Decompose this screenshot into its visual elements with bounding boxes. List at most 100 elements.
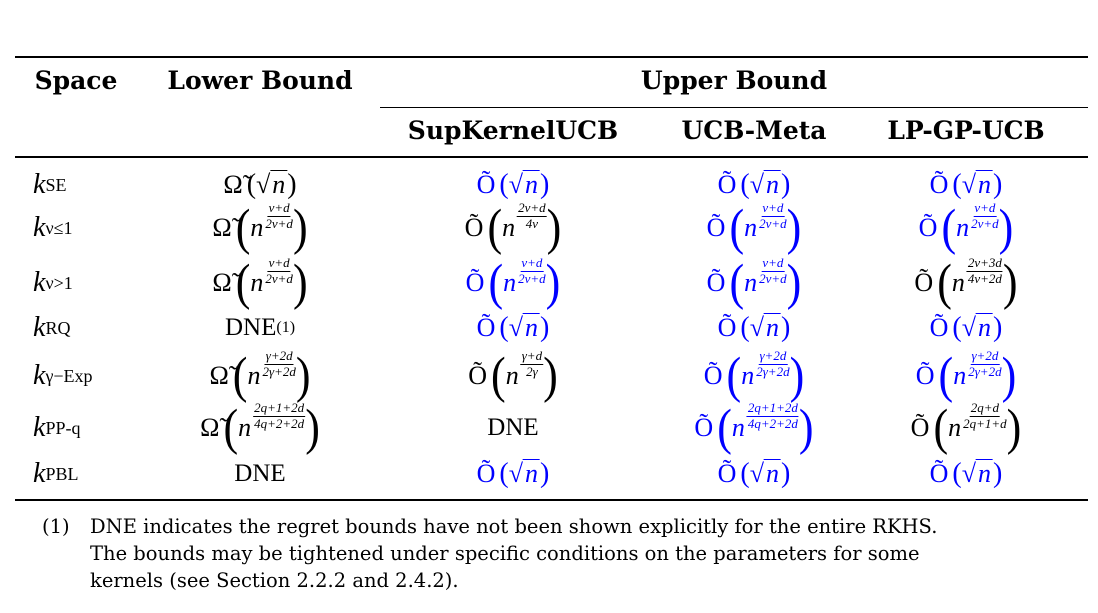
bound-cell: Õ(n ν+d 2ν+d) [706,199,802,256]
header-lower-bound: Lower Bound [167,66,353,95]
sqrt-expression: √ n [961,170,994,200]
power-base: n [948,413,962,442]
table-row: k ν>1 Ω̃(n ν+d 2ν+d) Õ(n ν+d 2ν+d) Õ(n ν+d 2ν+d) Õ(… [0,255,1098,308]
bound-cell: Õ(√ n) [717,169,791,200]
bound-cell: Õ(n γ+2d 2γ+2d) [915,347,1017,404]
order-symbol: Õ [717,170,737,199]
exponent-numerator: 2q+1+2d [746,400,799,417]
bound-cell: Ω̃(n ν+d 2ν+d) [212,199,308,256]
bound-cell: Õ(√ n) [929,169,1003,200]
power-base: n [247,361,261,390]
exponent-fraction: ν+d 2ν+d [265,200,293,231]
exponent-fraction: 2q+1+2d 4q+2+2d [746,400,799,431]
exponent-fraction: γ+2d 2γ+2d [968,348,1001,379]
exponent-fraction: γ+d 2γ [520,348,544,379]
power-base: n [744,213,758,242]
exponent-numerator: γ+2d [264,348,294,365]
table-row: k γ−Exp Ω̃(n γ+2d 2γ+2d) Õ(n γ+d 2γ) Õ(n γ+2d 2γ+2… [0,347,1098,404]
bound-cell: Õ(n ν+d 2ν+d) [918,199,1014,256]
exponent-denominator: 4q+2+2d [254,415,305,431]
exponent-denominator: 4ν+2d [967,270,1002,286]
footnote-line: The bounds may be tightened under specif… [90,542,920,565]
kernel-name: k SE [33,160,66,210]
exponent-fraction: ν+d 2ν+d [971,200,999,231]
power-base: n [953,361,967,390]
exponent-fraction: 2ν+3d 4ν+2d [966,255,1003,286]
kernel-symbol: k [33,169,46,200]
footnote-ref: (1) [276,319,296,336]
kernel-subscript: PBL [45,463,79,484]
power-base: n [250,213,264,242]
exponent-fraction: ν+d 2ν+d [759,255,787,286]
exponent-denominator: 2ν+d [265,270,293,286]
exponent-fraction: 2q+d 2q+1+d [963,400,1007,431]
order-symbol: Õ [703,361,723,390]
sqrt-expression: √ n [749,459,782,489]
exponent-denominator: 2ν+d [971,215,999,231]
table-row: k RQ DNE (1) Õ(√ n) Õ(√ n) Õ(√ n) [0,303,1098,353]
bound-cell: DNE [234,449,285,499]
exponent-numerator: γ+d [520,348,544,365]
kernel-name: k ν≤1 [33,203,72,253]
exponent-numerator: ν+d [761,255,785,272]
sqrt-expression: √ n [749,313,782,343]
exponent-denominator: 2γ [526,363,538,379]
bound-cell: DNE (1) [225,303,295,353]
bound-cell: Õ(n 2q+1+2d 4q+2+2d) [694,399,814,456]
kernel-subscript: γ−Exp [45,365,93,386]
table-row: k PBL DNE Õ(√ n) Õ(√ n) Õ(√ n) [0,449,1098,499]
exponent-numerator: 2ν+3d [966,255,1003,272]
order-symbol: Õ [929,170,949,199]
bound-text: DNE [224,314,277,341]
exponent-denominator: 2q+1+d [963,415,1007,431]
order-symbol: Õ [717,459,737,488]
sqrt-expression: √ n [961,459,994,489]
exponent-denominator: 2ν+d [759,270,787,286]
bound-cell: Õ(√ n) [929,312,1003,343]
kernel-name: k PP-q [33,403,80,453]
header-lp-gp-ucb: LP-GP-UCB [887,116,1045,145]
bound-cell: Ω̃(n γ+2d 2γ+2d) [209,347,311,404]
sqrt-expression: √ n [961,313,994,343]
exponent-denominator: 2ν+d [759,215,787,231]
footnote-line: kernels (see Section 2.2.2 and 2.4.2). [90,569,459,592]
power-base: n [731,413,745,442]
sqrt-base: n [976,313,994,343]
kernel-subscript: PP-q [45,417,81,438]
exponent-denominator: 2ν+d [265,215,293,231]
table-row: k PP-q Ω̃(n 2q+1+2d 4q+2+2d) DNE Õ(n 2q+1+2d 4q+… [0,399,1098,456]
exponent-numerator: ν+d [267,200,291,217]
power-base: n [250,268,264,297]
sqrt-base: n [764,313,782,343]
mid-rule [15,156,1088,158]
order-symbol: Õ [476,313,496,342]
kernel-subscript: SE [45,174,67,195]
order-symbol: Õ [694,413,714,442]
order-symbol: Õ [465,268,485,297]
order-symbol: Õ [706,213,726,242]
power-base: n [744,268,758,297]
order-symbol: Ω̃ [200,413,220,442]
order-symbol: Õ [929,459,949,488]
exponent-fraction: ν+d 2ν+d [518,255,546,286]
order-symbol: Õ [929,313,949,342]
power-base: n [505,361,519,390]
bound-cell: Ω̃(n 2q+1+2d 4q+2+2d) [200,399,320,456]
exponent-numerator: ν+d [761,200,785,217]
sqrt-expression: √ n [508,170,541,200]
order-symbol: Ω̃ [209,361,229,390]
bound-text: DNE [234,460,286,487]
sqrt-expression: √ n [256,170,288,200]
top-rule [15,56,1088,58]
table-row: k SE Ω̃(√ n) Õ(√ n) Õ(√ n) Õ(√ n) [0,160,1098,210]
sqrt-base: n [523,170,541,200]
power-base: n [951,268,965,297]
order-symbol: Õ [915,361,935,390]
sqrt-base: n [270,170,288,200]
kernel-subscript: ν≤1 [45,217,73,238]
kernel-symbol: k [33,267,46,298]
exponent-fraction: γ+2d 2γ+2d [756,348,789,379]
order-symbol: Õ [914,268,934,297]
kernel-symbol: k [33,212,46,243]
exponent-numerator: 2ν+d [517,200,547,217]
